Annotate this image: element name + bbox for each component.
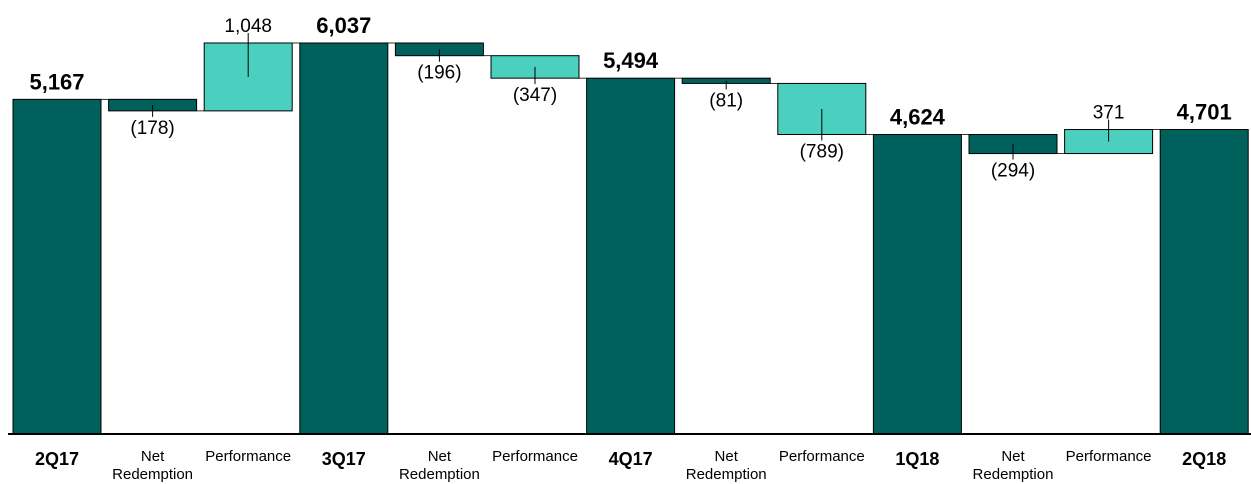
delta-value-label: (347) [513,85,557,106]
total-value-label: 6,037 [316,13,371,38]
total-bar [299,42,389,435]
total-bar [586,77,676,435]
category-tick-label: 2Q17 [35,449,79,469]
total-bar [12,98,102,435]
category-tick-label: 4Q17 [609,449,653,469]
category-tick-label: Net Redemption [686,448,767,483]
total-value-label: 4,624 [890,105,946,130]
category-tick-label: 3Q17 [322,449,366,469]
category-tick-label: Performance [205,448,291,465]
delta-value-label: (196) [417,63,461,84]
category-tick-label: Performance [492,448,578,465]
category-tick-label: Performance [1066,448,1152,465]
total-value-label: 5,167 [29,69,84,94]
category-tick-label: Net Redemption [112,448,193,483]
category-tick-label: 2Q18 [1182,449,1226,469]
category-tick-label: Net Redemption [973,448,1054,483]
category-tick-label: Performance [779,448,865,465]
total-bar [872,134,962,435]
delta-value-label: 1,048 [224,16,272,37]
delta-value-label: 371 [1093,103,1125,124]
total-bar [1159,129,1249,435]
delta-value-label: (294) [991,161,1035,182]
delta-value-label: (178) [130,118,174,139]
delta-value-label: (81) [709,90,743,111]
category-tick-label: 1Q18 [895,449,939,469]
delta-value-label: (789) [800,142,844,163]
total-value-label: 4,701 [1177,100,1232,125]
category-tick-label: Net Redemption [399,448,480,483]
total-value-label: 5,494 [603,48,659,73]
